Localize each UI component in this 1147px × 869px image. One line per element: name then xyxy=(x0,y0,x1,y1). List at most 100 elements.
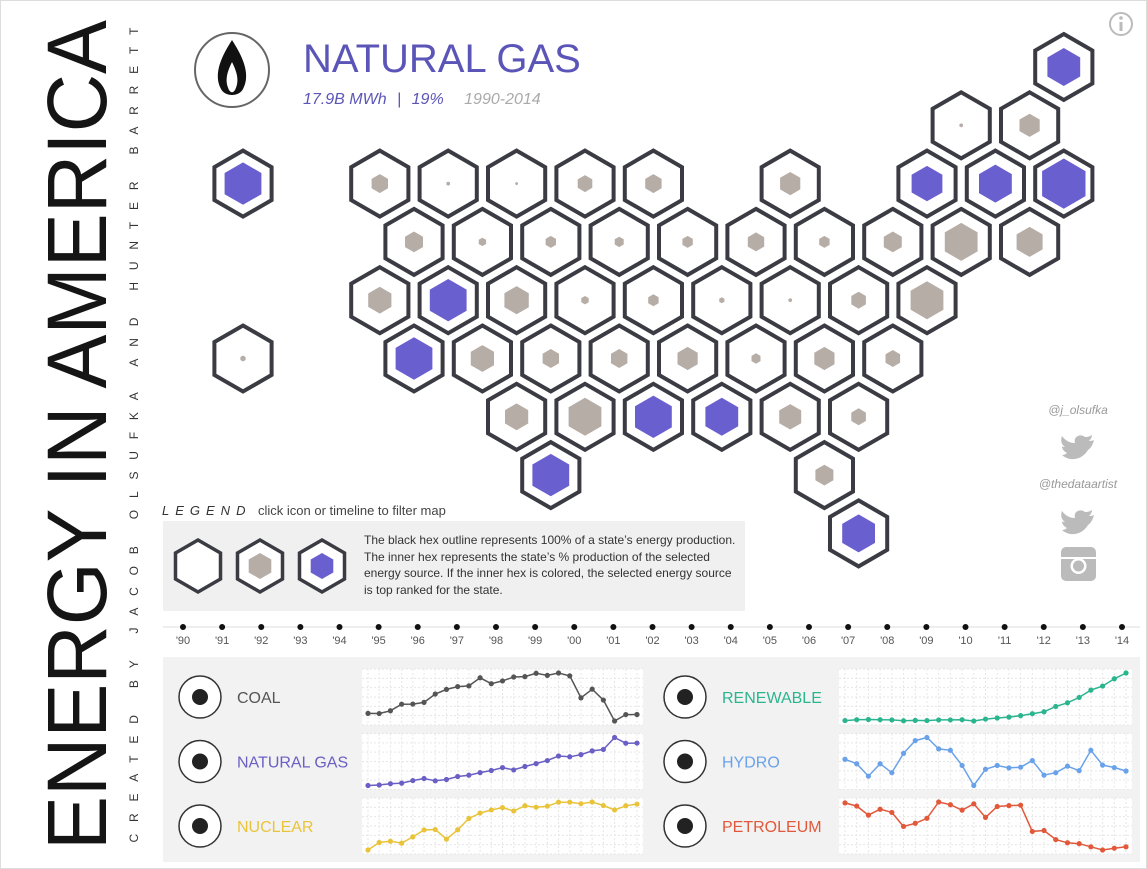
source-name[interactable]: COAL xyxy=(237,690,281,707)
timeline-label[interactable]: '93 xyxy=(293,635,307,647)
sparkline-point xyxy=(511,808,517,814)
timeline-label[interactable]: '98 xyxy=(489,635,503,647)
timeline-label[interactable]: '95 xyxy=(371,635,385,647)
timeline-dot[interactable] xyxy=(766,624,773,630)
timeline-dot[interactable] xyxy=(1119,624,1125,630)
state-share xyxy=(819,235,830,248)
timeline-label[interactable]: '00 xyxy=(567,635,581,647)
timeline-label[interactable]: '96 xyxy=(411,635,425,647)
twitter-icon[interactable] xyxy=(1061,510,1094,535)
source-icon-glyph[interactable] xyxy=(192,753,208,770)
timeline-label[interactable]: '13 xyxy=(1076,635,1090,647)
timeline-dot[interactable] xyxy=(806,624,812,630)
timeline-dot[interactable] xyxy=(962,624,969,630)
state-share xyxy=(224,162,262,205)
source-name[interactable]: RENEWABLE xyxy=(722,690,822,707)
timeline-label[interactable]: '94 xyxy=(332,635,346,647)
sparkline-point xyxy=(912,820,918,826)
source-name[interactable]: NUCLEAR xyxy=(237,819,313,836)
timeline-label[interactable]: '04 xyxy=(724,635,738,647)
timeline-dot[interactable] xyxy=(453,624,460,630)
timeline-dot[interactable] xyxy=(649,624,656,630)
timeline-label[interactable]: '99 xyxy=(528,635,542,647)
legend-title: LEGEND xyxy=(162,503,251,518)
timeline-dot[interactable] xyxy=(336,624,343,630)
state-share xyxy=(371,174,388,194)
timeline-dot[interactable] xyxy=(297,624,304,630)
sparkline-point xyxy=(589,686,595,692)
source-icon-glyph[interactable] xyxy=(192,818,208,834)
sparkline-point xyxy=(1041,772,1047,778)
sparkline-point xyxy=(555,799,562,805)
timeline-label[interactable]: '92 xyxy=(254,635,268,647)
timeline-dot[interactable] xyxy=(1079,624,1086,630)
timeline-label[interactable]: '14 xyxy=(1115,635,1129,647)
sparkline-point xyxy=(410,777,416,784)
timeline-dot[interactable] xyxy=(845,624,852,630)
timeline-dot[interactable] xyxy=(532,624,539,630)
timeline-label[interactable]: '97 xyxy=(450,635,464,647)
timeline-dot[interactable] xyxy=(688,624,695,630)
timeline-dot[interactable] xyxy=(258,624,265,630)
state-share xyxy=(545,235,556,248)
sparkline-point xyxy=(376,839,382,846)
timeline-dot[interactable] xyxy=(219,624,226,630)
timeline-label[interactable]: '07 xyxy=(841,635,855,647)
info-icon[interactable] xyxy=(1109,12,1133,36)
timeline-label[interactable]: '90 xyxy=(176,635,190,647)
timeline-label[interactable]: '09 xyxy=(919,635,933,647)
sparkline-point xyxy=(959,762,965,769)
timeline-label[interactable]: '08 xyxy=(880,635,894,647)
timeline-dot[interactable] xyxy=(571,624,578,630)
timeline-label[interactable]: '01 xyxy=(606,635,620,647)
timeline-label[interactable]: '11 xyxy=(998,635,1012,647)
timeline-label[interactable]: '10 xyxy=(958,635,972,647)
source-icon-glyph[interactable] xyxy=(677,753,693,770)
sparkline-point xyxy=(1111,845,1117,851)
timeline-label[interactable]: '12 xyxy=(1037,635,1051,647)
state-share xyxy=(568,397,602,436)
handle: @thedataartist xyxy=(1039,477,1118,491)
timeline-dot[interactable] xyxy=(493,624,499,630)
timeline-label[interactable]: '06 xyxy=(802,635,816,647)
timeline-dot[interactable] xyxy=(923,624,930,630)
legend-inner-hex xyxy=(310,553,334,579)
source-icon-glyph[interactable] xyxy=(677,818,693,834)
sparkline-point xyxy=(854,803,860,809)
timeline-label[interactable]: '02 xyxy=(645,635,659,647)
state-share xyxy=(779,404,802,430)
timeline-dot[interactable] xyxy=(180,624,186,630)
source-name[interactable]: NATURAL GAS xyxy=(237,755,348,772)
source-name[interactable]: HYDRO xyxy=(722,755,780,772)
sparkline-point xyxy=(1123,768,1129,774)
timeline-dot[interactable] xyxy=(884,624,891,630)
sparkline-point xyxy=(555,753,562,759)
source-name[interactable]: PETROLEUM xyxy=(722,819,822,836)
source-icon-glyph[interactable] xyxy=(677,689,693,705)
timeline-label[interactable]: '05 xyxy=(763,635,777,647)
sparkline-point xyxy=(1111,764,1117,771)
timeline-dot[interactable] xyxy=(1040,624,1047,630)
timeline-dot[interactable] xyxy=(610,624,617,630)
sparkline-point xyxy=(488,767,494,774)
sparkline-point xyxy=(924,734,930,741)
state-share xyxy=(959,123,963,128)
sparkline-point xyxy=(477,770,483,776)
instagram-icon[interactable] xyxy=(1061,547,1096,581)
timeline-dot[interactable] xyxy=(375,624,382,630)
sparkline-point xyxy=(533,670,539,676)
twitter-icon[interactable] xyxy=(1061,435,1094,460)
sparkline-point xyxy=(365,782,371,789)
sparkline-point xyxy=(477,675,483,681)
timeline-dot[interactable] xyxy=(414,624,421,630)
sparkline-point xyxy=(410,834,416,840)
timeline-label[interactable]: '91 xyxy=(215,635,229,647)
timeline-dot[interactable] xyxy=(1001,624,1008,630)
sparkline-point xyxy=(466,772,472,778)
timeline-label[interactable]: '03 xyxy=(684,635,698,647)
sparkline-point xyxy=(1006,714,1012,720)
source-icon-glyph[interactable] xyxy=(192,689,208,705)
separator: | xyxy=(397,91,401,108)
sparkline-point xyxy=(432,691,438,697)
timeline-dot[interactable] xyxy=(727,624,734,630)
